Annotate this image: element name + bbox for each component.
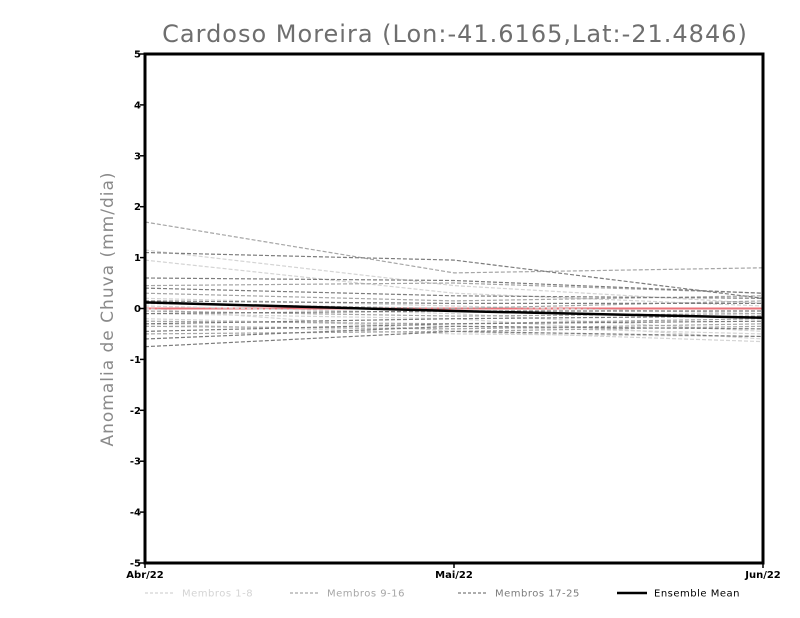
y-tick-label: 2 — [134, 202, 141, 213]
series-line-group1-member1 — [144, 249, 764, 304]
plot-area — [143, 52, 765, 565]
legend-label: Ensemble Mean — [654, 589, 740, 600]
y-tick-label: 4 — [134, 100, 141, 111]
legend-label: Membros 1-8 — [182, 589, 253, 600]
y-tick-label: 1 — [134, 253, 141, 264]
x-tick-label: Jun/22 — [744, 570, 781, 581]
series-line-group3-member9 — [144, 330, 764, 348]
y-tick-label: -1 — [130, 355, 141, 366]
series-line-group2-member1 — [144, 221, 764, 274]
legend-label: Membros 9-16 — [327, 589, 405, 600]
series-line-group3-member3 — [144, 287, 764, 299]
y-tick-label: 0 — [134, 304, 141, 315]
y-tick-label: 3 — [134, 151, 141, 162]
series-line-group1-member3 — [144, 297, 764, 315]
x-tick-label: Abr/22 — [126, 570, 163, 581]
chart-title: Cardoso Moreira (Lon:-41.6165,Lat:-21.48… — [162, 20, 748, 48]
y-axis-label: Anomalia de Chuva (mm/dia) — [98, 171, 118, 446]
x-tick-label: Mai/22 — [435, 570, 473, 581]
series-line-group3-member6 — [144, 315, 764, 325]
ensemble-mean-line — [144, 301, 764, 319]
series-line-group3-member8 — [144, 325, 764, 340]
legend-label: Membros 17-25 — [495, 589, 580, 600]
y-axis-ticks: 5 4 3 2 1 0 -1 -2 -3 -4 -5 — [130, 50, 145, 570]
x-axis-ticks: Abr/22 Mai/22 Jun/22 — [126, 563, 781, 581]
legend: Membros 1-8 Membros 9-16 Membros 17-25 Ense… — [145, 589, 740, 600]
series-line-group1-member4 — [144, 305, 764, 332]
y-tick-label: -2 — [130, 406, 141, 417]
series-line-group1-member2 — [144, 259, 764, 307]
series-line-group3-member2 — [144, 277, 764, 294]
y-tick-label: 5 — [134, 50, 141, 61]
series-line-group3-member4 — [144, 300, 763, 304]
series-line-group3-member7 — [144, 320, 764, 332]
series-line-group3-member1 — [144, 251, 764, 299]
y-tick-label: -5 — [130, 559, 141, 570]
series-line-group2-member3 — [144, 292, 764, 302]
series-line-group2-member2 — [144, 282, 764, 294]
y-tick-label: -3 — [130, 457, 141, 468]
series-line-group2-member7 — [144, 323, 764, 330]
y-tick-label: -4 — [130, 508, 141, 519]
